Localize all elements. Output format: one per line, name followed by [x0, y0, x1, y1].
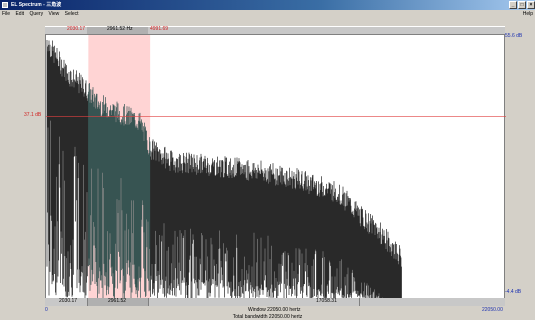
selection-width-label: 2961.52 Hz: [107, 26, 133, 32]
freq-max-label: 22050.00: [482, 307, 503, 313]
selection-width-bottom: 2961.52: [108, 298, 127, 304]
menu-help[interactable]: Help: [522, 11, 533, 17]
selection-tick-start: [87, 298, 88, 306]
selection-start-bottom: 2030.17: [59, 298, 78, 304]
freq-min-label: 0: [45, 307, 48, 313]
selection-ruler-top[interactable]: [45, 26, 505, 35]
selection-ruler-bottom[interactable]: [45, 298, 505, 306]
menu-select[interactable]: Select: [64, 11, 79, 17]
menu-view[interactable]: View: [48, 11, 60, 17]
selection-tick-end: [148, 298, 149, 306]
window-label: Window 22050.00 hertz: [248, 307, 301, 313]
menu-bar: File Edit Query View Select Help: [0, 10, 535, 19]
db-max-label: 55.6 dB: [505, 33, 523, 39]
cursor-tick: [359, 298, 360, 306]
menu-query[interactable]: Query: [29, 11, 44, 17]
cursor-db-label: 37.1 dB: [24, 112, 42, 118]
title-bar: EL Spectrum - 三角波 _ □ ×: [0, 0, 535, 10]
maximize-button[interactable]: □: [518, 1, 526, 9]
selection-ruler-highlight-bottom: [87, 298, 148, 306]
selection-ruler-highlight: [87, 27, 148, 35]
spectrum-plot[interactable]: [45, 34, 506, 300]
window-title: EL Spectrum - 三角波: [11, 2, 62, 8]
menu-file[interactable]: File: [2, 11, 11, 17]
bottom-status: Total bandwidth 22050.00 hertz: [232, 314, 303, 320]
selection-end-label: 4991.69: [150, 26, 169, 32]
close-button[interactable]: ×: [527, 1, 535, 9]
menu-edit[interactable]: Edit: [15, 11, 25, 17]
app-icon: [2, 2, 8, 8]
spectrum-svg[interactable]: [46, 35, 506, 300]
minimize-button[interactable]: _: [509, 1, 517, 9]
db-min-label: -4.4 dB: [505, 289, 522, 295]
cursor-freq-bottom: 17058.31: [316, 298, 337, 304]
selection-start-label: 2030.17: [67, 26, 86, 32]
